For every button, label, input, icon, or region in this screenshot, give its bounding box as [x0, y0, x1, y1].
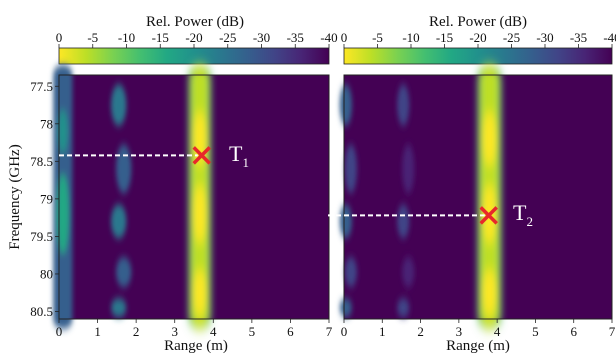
band-blob	[111, 298, 127, 318]
x-axis-ticks-right: 0 1 2 3 4 5 6 7	[341, 319, 616, 339]
band-peak	[193, 268, 207, 317]
x-tick-label: 0	[56, 324, 63, 339]
y-tick-label: 80.5	[30, 304, 53, 319]
target-marker-t2	[479, 206, 498, 225]
heatmap-panel-left: Rel. Power (dB) 0 -5 -10 -15 -20 -25 -30 -35 -40…	[7, 14, 338, 354]
band-blob	[116, 256, 132, 288]
x-tick-label: 4	[210, 324, 217, 339]
colorbar-tick-label: -35	[570, 30, 587, 45]
y-axis-label: Frequency (GHz)	[7, 144, 23, 249]
x-tick-label: 7	[326, 324, 333, 339]
colorbar-tick-label: -25	[219, 30, 236, 45]
band-peak	[58, 109, 68, 154]
colorbar-tick-label: -10	[118, 30, 135, 45]
y-tick-label: 78	[40, 116, 53, 131]
power-band	[53, 65, 73, 329]
colorbar-label-right: Rel. Power (dB)	[429, 14, 527, 30]
colorbar-tick-label: -30	[536, 30, 553, 45]
band-blob	[397, 84, 410, 126]
x-tick-label: 2	[133, 324, 140, 339]
x-axis-ticks-left: 0 1 2 3 4 5 6 7	[56, 319, 333, 339]
colorbar-tick-label: -25	[503, 30, 520, 45]
band-blob	[402, 256, 415, 288]
x-tick-label: 3	[456, 324, 463, 339]
power-band	[477, 65, 502, 329]
colorbar-tick-label: 0	[341, 30, 348, 45]
target-label-t2: T2	[513, 200, 533, 229]
x-tick-label: 1	[94, 324, 101, 339]
plot-frame-right	[343, 74, 613, 320]
power-band	[339, 84, 357, 318]
band-blob	[111, 84, 127, 126]
colorbar-tick-label: 0	[56, 30, 63, 45]
heatmap-panel-right: Rel. Power (dB) 0 -5 -10 -15 -20 -25 -30 -35 -40…	[328, 14, 616, 354]
band-blob	[339, 298, 352, 318]
band-peak	[482, 268, 497, 317]
y-tick-label: 79	[40, 191, 53, 206]
band-blob	[344, 256, 357, 288]
x-tick-label: 5	[249, 324, 256, 339]
colorbar-tick-label: -5	[87, 30, 98, 45]
band-blob	[116, 144, 132, 194]
x-tick-label: 1	[379, 324, 386, 339]
colorbar-right	[343, 47, 613, 65]
band-peak	[482, 110, 497, 167]
colorbar-tick-label: -15	[152, 30, 169, 45]
colorbar-tick-label: -40	[603, 30, 616, 45]
band-blob	[344, 144, 357, 194]
x-tick-label: 3	[171, 324, 178, 339]
colorbar-tick-label: -20	[185, 30, 202, 45]
colorbar-ticks-right: 0 -5 -10 -15 -20 -25 -30 -35 -40	[341, 30, 616, 48]
colorbar-tick-label: -10	[402, 30, 419, 45]
x-tick-label: 4	[494, 324, 501, 339]
y-tick-label: 78.5	[30, 154, 53, 169]
band-peak	[57, 173, 69, 254]
x-tick-label: 0	[341, 324, 348, 339]
x-tick-label: 6	[570, 324, 577, 339]
colorbar-label-left: Rel. Power (dB)	[146, 14, 244, 30]
colorbar-tick-label: -15	[436, 30, 453, 45]
colorbar-tick-label: -20	[469, 30, 486, 45]
y-axis-ticks: 77.5 78 78.5 79 79.5 80 80.5	[30, 79, 59, 319]
target-marker-t1	[192, 146, 211, 165]
power-bands-right	[339, 65, 502, 329]
colorbar-tick-label: -40	[320, 30, 337, 45]
power-band	[397, 84, 415, 318]
band-blob	[339, 84, 352, 126]
x-tick-label: 5	[532, 324, 539, 339]
y-tick-label: 79.5	[30, 229, 53, 244]
colorbar-ticks-left: 0 -5 -10 -15 -20 -25 -30 -35 -40	[56, 30, 338, 48]
colorbar-left	[58, 47, 330, 65]
band-blob	[111, 204, 127, 239]
x-tick-label: 7	[609, 324, 616, 339]
power-band	[111, 84, 132, 318]
x-tick-label: 6	[287, 324, 294, 339]
x-axis-label-left: Range (m)	[164, 338, 228, 354]
colorbar-tick-label: -35	[287, 30, 304, 45]
power-bands-left	[53, 65, 212, 329]
x-tick-label: 2	[417, 324, 424, 339]
plot-frame-left	[58, 74, 330, 320]
y-tick-label: 80	[40, 266, 53, 281]
band-blob	[397, 204, 410, 239]
power-band	[188, 65, 212, 329]
y-tick-label: 77.5	[30, 79, 53, 94]
band-peak	[193, 183, 207, 244]
target-label-t1: T1	[229, 141, 249, 170]
marker-stroke	[479, 206, 498, 225]
band-blob	[397, 298, 410, 318]
x-axis-label-right: Range (m)	[446, 338, 510, 354]
colorbar-tick-label: -30	[253, 30, 270, 45]
band-blob	[402, 144, 415, 194]
colorbar-tick-label: -5	[372, 30, 383, 45]
marker-stroke	[192, 146, 211, 165]
band-blob	[339, 204, 352, 239]
